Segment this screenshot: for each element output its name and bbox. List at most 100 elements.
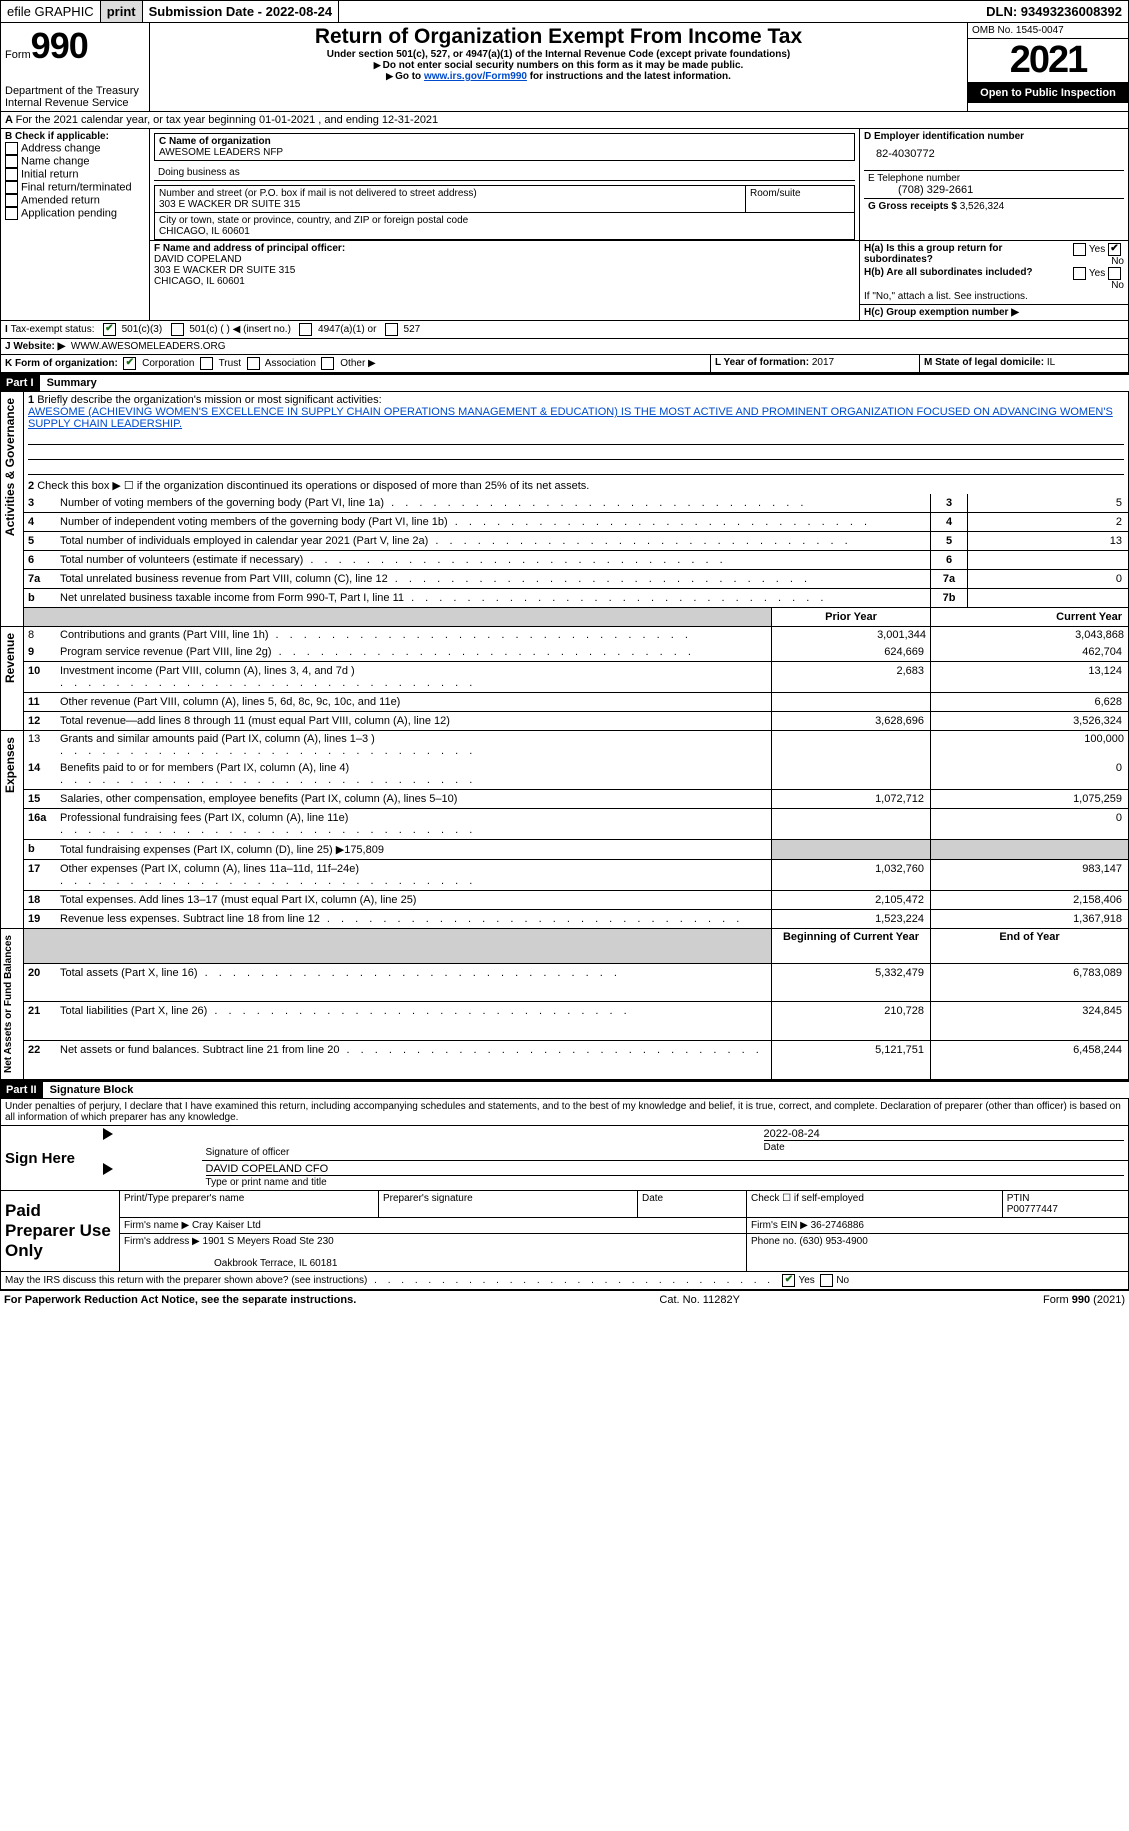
ha-label: H(a) Is this a group return for subordin… — [864, 243, 1002, 265]
form-number: 990 — [31, 25, 88, 66]
street-val: 303 E WACKER DR SUITE 315 — [159, 199, 741, 210]
hb-label: H(b) Are all subordinates included? — [864, 267, 1033, 278]
preparer-block: Paid Preparer Use Only Print/Type prepar… — [0, 1191, 1129, 1272]
i-501c[interactable] — [171, 323, 184, 336]
k-trust[interactable] — [200, 357, 213, 370]
omb-label: OMB No. 1545-0047 — [968, 23, 1128, 39]
form-word: Form — [5, 49, 31, 61]
f-label: F Name and address of principal officer: — [154, 243, 855, 254]
part1-header-row: Part I Summary — [0, 373, 1129, 392]
line1-label: Briefly describe the organization's miss… — [37, 394, 381, 406]
irs-label: Internal Revenue Service — [5, 97, 145, 109]
ha-no[interactable] — [1108, 243, 1121, 256]
dept-label: Department of the Treasury — [5, 85, 145, 97]
arrow-icon — [103, 1128, 113, 1140]
dln-label: DLN: 93493236008392 — [980, 1, 1128, 22]
officer-addr2: CHICAGO, IL 60601 — [154, 276, 855, 287]
paid-preparer: Paid Preparer Use Only — [1, 1191, 120, 1272]
form-header: Form990 Department of the Treasury Inter… — [0, 23, 1129, 112]
row-cols-header: Prior YearCurrent Year — [1, 608, 1129, 627]
officer-typed: DAVID COPELAND CFO — [206, 1163, 1124, 1176]
officer-name: DAVID COPELAND — [154, 254, 855, 265]
top-bar: efile GRAPHIC print Submission Date - 20… — [0, 0, 1129, 23]
row-3: 3Number of voting members of the governi… — [1, 494, 1129, 513]
i-4947[interactable] — [299, 323, 312, 336]
city-val: CHICAGO, IL 60601 — [159, 226, 850, 237]
side-exp: Expenses — [1, 731, 19, 799]
org-name: AWESOME LEADERS NFP — [159, 147, 850, 158]
note-link: Go to www.irs.gov/Form990 for instructio… — [154, 71, 963, 82]
row-6: 6Total number of volunteers (estimate if… — [1, 551, 1129, 570]
tax-year: 2021 — [968, 39, 1128, 83]
street-label: Number and street (or P.O. box if mail i… — [159, 188, 741, 199]
hb-no[interactable] — [1108, 267, 1121, 280]
footer-left: For Paperwork Reduction Act Notice, see … — [4, 1294, 356, 1306]
inspection-label: Open to Public Inspection — [968, 83, 1128, 103]
irs-link[interactable]: www.irs.gov/Form990 — [424, 71, 527, 82]
e-label: E Telephone number — [868, 173, 1120, 184]
note-ssn: Do not enter social security numbers on … — [154, 60, 963, 71]
b-opt-amended[interactable]: Amended return — [5, 194, 145, 207]
i-527[interactable] — [385, 323, 398, 336]
room-label: Room/suite — [746, 186, 855, 213]
identity-block: B Check if applicable: Address change Na… — [0, 129, 1129, 321]
b-opt-address[interactable]: Address change — [5, 142, 145, 155]
i-row: I Tax-exempt status: 501(c)(3) 501(c) ( … — [0, 321, 1129, 339]
type-name-label: Type or print name and title — [206, 1177, 327, 1188]
line1-text: AWESOME (ACHIEVING WOMEN'S EXCELLENCE IN… — [28, 406, 1113, 430]
row-4: 4Number of independent voting members of… — [1, 513, 1129, 532]
b-opt-final[interactable]: Final return/terminated — [5, 181, 145, 194]
footer-mid: Cat. No. 11282Y — [659, 1294, 740, 1306]
gross-receipts: 3,526,324 — [960, 201, 1005, 212]
self-employed[interactable]: Check ☐ if self-employed — [747, 1191, 1003, 1218]
phone-val: (708) 329-2661 — [898, 184, 1120, 196]
k-assoc[interactable] — [247, 357, 260, 370]
b-opt-pending[interactable]: Application pending — [5, 207, 145, 220]
efile-label: efile GRAPHIC — [1, 1, 101, 22]
date-label: Date — [764, 1142, 785, 1153]
calendar-year-line: A For the 2021 calendar year, or tax yea… — [0, 112, 1129, 129]
arrow-icon — [103, 1163, 113, 1175]
dba-label: Doing business as — [154, 165, 855, 181]
print-button[interactable]: print — [101, 1, 143, 22]
sig-officer-label: Signature of officer — [206, 1147, 290, 1158]
sign-block: Sign Here Signature of officer 2022-08-2… — [0, 1126, 1129, 1191]
page-footer: For Paperwork Reduction Act Notice, see … — [0, 1290, 1129, 1309]
c-label: C Name of organization — [159, 136, 850, 147]
g-label: G Gross receipts $ — [868, 201, 960, 212]
form-title: Return of Organization Exempt From Incom… — [154, 25, 963, 49]
part1-label: Part I — [0, 375, 40, 391]
j-row: J Website: ▶ WWW.AWESOMELEADERS.ORG — [0, 339, 1129, 355]
side-rev: Revenue — [1, 627, 19, 689]
submission-date: Submission Date - 2022-08-24 — [143, 1, 340, 22]
i-501c3[interactable] — [103, 323, 116, 336]
hb-yes[interactable] — [1073, 267, 1086, 280]
row-7b: bNet unrelated business taxable income f… — [1, 589, 1129, 608]
row-5: 5Total number of individuals employed in… — [1, 532, 1129, 551]
discuss-yes[interactable] — [782, 1274, 795, 1287]
part1-title: Summary — [43, 375, 101, 391]
city-label: City or town, state or province, country… — [159, 215, 850, 226]
klm-row: K Form of organization: Corporation Trus… — [0, 355, 1129, 373]
website-val: WWW.AWESOMELEADERS.ORG — [71, 341, 226, 352]
side-net: Net Assets or Fund Balances — [1, 929, 16, 1079]
discuss-no[interactable] — [820, 1274, 833, 1287]
k-corp[interactable] — [123, 357, 136, 370]
k-other[interactable] — [321, 357, 334, 370]
penalty-text: Under penalties of perjury, I declare th… — [0, 1099, 1129, 1126]
part1-table: Activities & Governance 1 Briefly descri… — [0, 392, 1129, 1080]
b-label: B Check if applicable: — [5, 131, 145, 142]
b-opt-initial[interactable]: Initial return — [5, 168, 145, 181]
ha-yes[interactable] — [1073, 243, 1086, 256]
row-7a: 7aTotal unrelated business revenue from … — [1, 570, 1129, 589]
part2-title: Signature Block — [46, 1082, 138, 1098]
line2: Check this box ▶ ☐ if the organization d… — [37, 480, 589, 492]
part2-label: Part II — [0, 1082, 43, 1098]
d-label: D Employer identification number — [864, 131, 1124, 142]
form-subtitle: Under section 501(c), 527, or 4947(a)(1)… — [154, 49, 963, 60]
part2-header-row: Part II Signature Block — [0, 1080, 1129, 1099]
h-note: If "No," attach a list. See instructions… — [864, 291, 1124, 302]
b-opt-name[interactable]: Name change — [5, 155, 145, 168]
sign-here: Sign Here — [1, 1126, 100, 1191]
hc-label: H(c) Group exemption number ▶ — [860, 305, 1129, 321]
